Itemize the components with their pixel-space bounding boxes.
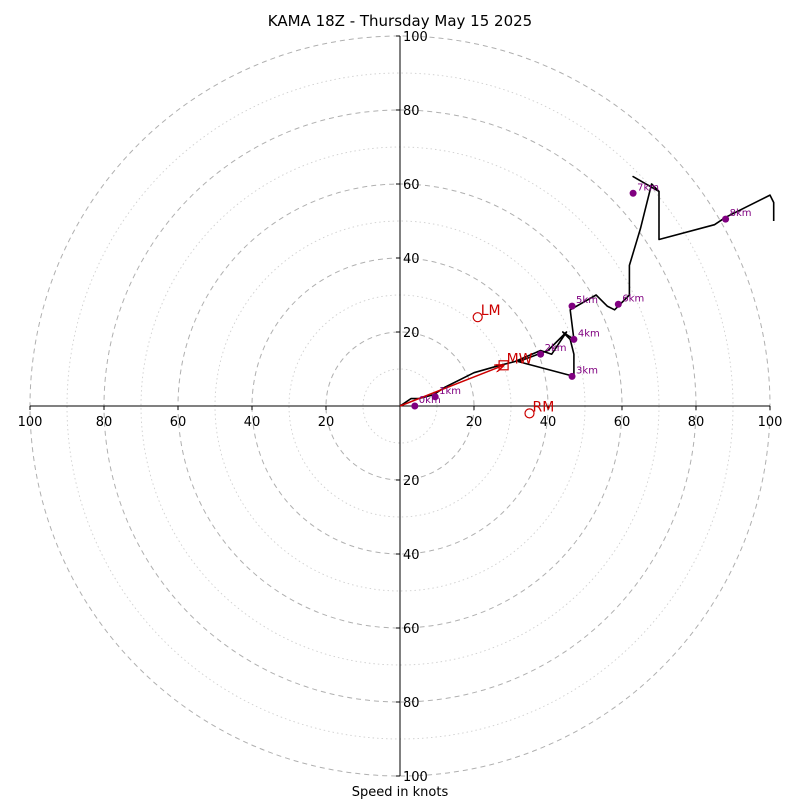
y-tick-label: 40 [403, 548, 420, 563]
y-tick-label: 40 [403, 252, 420, 267]
height-marker-label: 7km [637, 182, 659, 193]
mean-wind-marker [498, 360, 509, 371]
chart-title: KAMA 18Z - Thursday May 15 2025 [268, 12, 532, 30]
y-tick-label: 20 [403, 326, 420, 341]
height-marker-dot [568, 302, 576, 310]
height-marker-dot [629, 189, 637, 197]
x-tick-label: 100 [18, 415, 43, 430]
storm-motion-marker [524, 408, 535, 419]
height-marker-dot [722, 215, 730, 223]
shear-vector-arrow [399, 365, 504, 407]
height-marker-label: 5km [576, 295, 598, 306]
height-marker-dot [411, 402, 419, 410]
x-tick-label: 100 [758, 415, 783, 430]
x-axis-label: Speed in knots [352, 785, 449, 800]
height-marker-label: 0km [419, 395, 441, 406]
height-marker-dot [614, 300, 622, 308]
y-tick-label: 100 [403, 30, 428, 45]
height-marker-label: 6km [622, 293, 644, 304]
y-tick-label: 80 [403, 696, 420, 711]
x-tick-label: 60 [614, 415, 631, 430]
height-marker-label: 4km [578, 328, 600, 339]
x-tick-label: 40 [540, 415, 557, 430]
height-marker-label: 3km [576, 365, 598, 376]
y-tick-label: 20 [403, 474, 420, 489]
height-marker-label: 2km [545, 343, 567, 354]
storm-motion-label: RM [533, 399, 555, 415]
height-marker-dot [431, 393, 439, 401]
tick-labels: 100 80 60 40 20 20 40 60 80 100 100 80 60 40 20 20 40 60 8… [18, 30, 783, 785]
x-tick-label: 80 [96, 415, 113, 430]
x-tick-label: 60 [170, 415, 187, 430]
height-marker-dot [570, 335, 578, 343]
height-marker-dot [537, 350, 545, 358]
storm-motion-label: MW [507, 351, 533, 367]
x-tick-label: 80 [688, 415, 705, 430]
x-tick-label: 40 [244, 415, 261, 430]
height-marker-label: 8km [730, 208, 752, 219]
x-tick-label: 20 [466, 415, 483, 430]
y-tick-label: 60 [403, 622, 420, 637]
y-tick-label: 80 [403, 104, 420, 119]
storm-motion-label: LM [481, 303, 501, 319]
y-tick-label: 60 [403, 178, 420, 193]
height-marker-dot [568, 372, 576, 380]
x-tick-label: 20 [318, 415, 335, 430]
height-marker-label: 1km [439, 386, 461, 397]
storm-motion-marker [472, 312, 483, 323]
y-tick-label: 100 [403, 770, 428, 785]
shear-vector-layer [399, 365, 504, 407]
storm-motion-markers: LM RM MW [472, 303, 555, 419]
